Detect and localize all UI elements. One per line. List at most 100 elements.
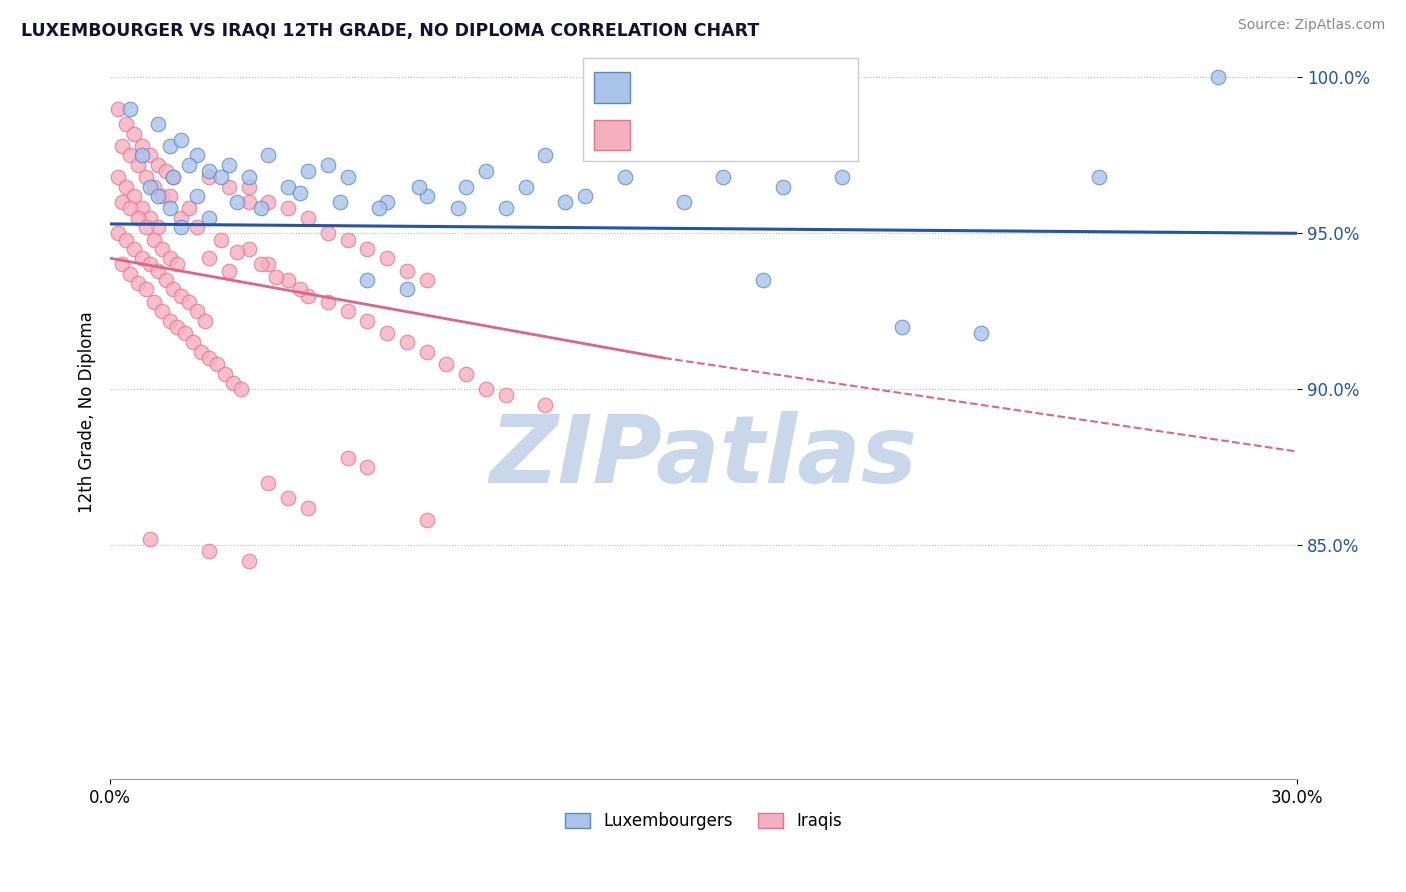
Point <box>159 202 181 216</box>
Point <box>515 179 537 194</box>
Point <box>194 313 217 327</box>
Text: N = 105: N = 105 <box>754 126 827 144</box>
Legend: Luxembourgers, Iraqis: Luxembourgers, Iraqis <box>558 805 849 837</box>
Point <box>415 344 437 359</box>
Point <box>257 257 280 271</box>
Point <box>225 245 247 260</box>
Point <box>170 133 193 147</box>
Point <box>316 227 339 241</box>
Point <box>198 351 221 365</box>
Point <box>890 319 912 334</box>
Point <box>574 189 596 203</box>
Point <box>166 257 188 271</box>
Point <box>415 189 437 203</box>
Point <box>179 294 201 309</box>
Point <box>162 170 184 185</box>
Point <box>127 211 149 225</box>
Point <box>752 273 775 287</box>
Point <box>115 117 138 131</box>
Point <box>395 263 418 277</box>
Point <box>356 273 378 287</box>
Point <box>186 189 208 203</box>
Point <box>297 211 319 225</box>
Text: N = 52: N = 52 <box>754 78 815 96</box>
Point <box>146 263 169 277</box>
Point <box>150 304 173 318</box>
Point <box>127 276 149 290</box>
Point <box>138 148 160 162</box>
FancyBboxPatch shape <box>595 72 630 103</box>
Point <box>111 139 134 153</box>
Point <box>179 158 201 172</box>
Point <box>198 252 221 266</box>
Point <box>111 195 134 210</box>
Point <box>162 170 184 185</box>
Point <box>534 398 557 412</box>
Point <box>336 233 359 247</box>
Point <box>456 179 478 194</box>
Point <box>222 376 245 390</box>
Point <box>316 158 339 172</box>
Point <box>336 450 359 465</box>
Point <box>257 195 280 210</box>
Point <box>190 344 212 359</box>
Y-axis label: 12th Grade, No Diploma: 12th Grade, No Diploma <box>79 311 96 514</box>
Point <box>150 189 173 203</box>
Point <box>356 460 378 475</box>
Point <box>436 357 458 371</box>
Point <box>395 282 418 296</box>
Text: Source: ZipAtlas.com: Source: ZipAtlas.com <box>1237 18 1385 32</box>
Text: R = -0.077: R = -0.077 <box>644 126 741 144</box>
Point <box>111 257 134 271</box>
Point <box>218 158 240 172</box>
Point <box>316 294 339 309</box>
Point <box>277 179 299 194</box>
FancyBboxPatch shape <box>595 120 630 150</box>
Point <box>652 139 675 153</box>
Point <box>238 554 260 568</box>
Point <box>115 179 138 194</box>
Point <box>122 127 145 141</box>
Point <box>107 227 129 241</box>
Point <box>329 195 352 210</box>
Point <box>969 326 991 340</box>
Point <box>138 257 160 271</box>
Point <box>229 382 252 396</box>
Point <box>297 500 319 515</box>
Point <box>209 170 232 185</box>
Point <box>146 117 169 131</box>
Point <box>831 170 853 185</box>
Point <box>198 544 221 558</box>
Point <box>336 304 359 318</box>
Point <box>107 170 129 185</box>
Point <box>249 202 271 216</box>
Point <box>288 282 311 296</box>
Point <box>1088 170 1111 185</box>
Point <box>166 319 188 334</box>
Point <box>368 202 391 216</box>
Point <box>395 335 418 350</box>
Point <box>198 170 221 185</box>
Point <box>257 148 280 162</box>
Point <box>198 164 221 178</box>
Point <box>186 304 208 318</box>
Point <box>277 273 299 287</box>
Point <box>218 179 240 194</box>
Point <box>146 220 169 235</box>
Point <box>131 252 153 266</box>
Point <box>142 294 165 309</box>
Point <box>118 267 141 281</box>
Point <box>186 148 208 162</box>
Point <box>159 252 181 266</box>
Point <box>375 252 398 266</box>
Point <box>115 233 138 247</box>
Point <box>174 326 197 340</box>
Point <box>277 491 299 506</box>
Point <box>408 179 430 194</box>
Point <box>138 179 160 194</box>
Point <box>118 102 141 116</box>
Point <box>138 532 160 546</box>
Point <box>447 202 470 216</box>
Point <box>142 179 165 194</box>
Point <box>415 513 437 527</box>
